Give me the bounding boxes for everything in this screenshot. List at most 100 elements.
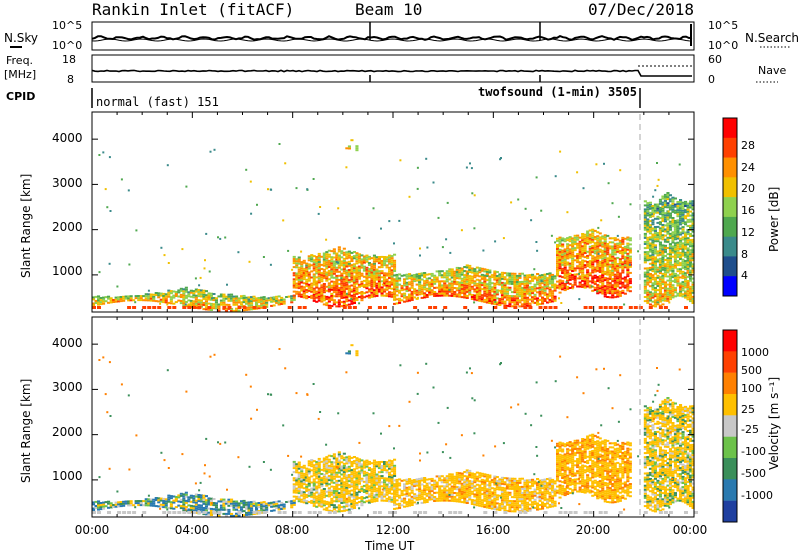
power-cell <box>671 288 675 291</box>
power-cell <box>666 289 670 292</box>
power-cell <box>375 260 379 263</box>
power-cell <box>453 295 457 298</box>
power-cell <box>390 261 394 264</box>
power-cell <box>383 256 387 258</box>
velocity-cell <box>227 500 231 503</box>
power-cell <box>593 252 597 255</box>
power-cell <box>450 288 454 291</box>
power-cell <box>327 278 331 281</box>
power-cell <box>558 238 562 241</box>
power-cell <box>656 297 660 300</box>
power-cell <box>586 232 590 235</box>
power-cell <box>413 292 417 295</box>
velocity-cell <box>297 465 301 468</box>
power-ylabel: Slant Range [km] <box>19 174 33 278</box>
power-cell <box>315 272 319 275</box>
power-cell <box>377 270 381 273</box>
velocity-cell <box>352 502 356 505</box>
power-cell <box>681 289 685 292</box>
velocity-cell <box>428 492 432 495</box>
velocity-cell <box>337 455 341 458</box>
power-cell <box>661 258 665 261</box>
power-cell <box>300 275 304 278</box>
power-cell <box>566 261 570 264</box>
power-cell <box>502 237 505 240</box>
power-cell <box>679 213 683 216</box>
power-cell <box>192 302 196 305</box>
power-cell <box>576 246 580 249</box>
power-cell <box>483 288 487 291</box>
velocity-cell <box>370 488 374 491</box>
power-cell <box>671 206 675 209</box>
power-cbar-tick-12: 12 <box>741 226 755 239</box>
power-cell <box>676 213 680 216</box>
power-cell <box>666 263 670 266</box>
power-cell <box>109 299 113 302</box>
power-cell <box>488 271 492 274</box>
velocity-cell <box>388 486 392 488</box>
power-cell <box>347 287 351 290</box>
power-cell <box>383 294 387 297</box>
power-cell <box>533 285 537 288</box>
power-cell <box>653 250 657 253</box>
velocity-cell <box>305 502 309 505</box>
velocity-cell <box>162 506 166 509</box>
power-cell <box>651 300 655 303</box>
power-cell <box>643 300 647 303</box>
power-cell <box>628 278 632 280</box>
power-cell <box>551 284 555 287</box>
power-cell <box>187 295 191 298</box>
power-cell <box>455 281 459 284</box>
power-cell <box>242 309 246 312</box>
power-cell <box>691 287 695 290</box>
velocity-cell <box>340 465 344 468</box>
power-cell <box>460 267 464 270</box>
velocity-cell <box>312 460 316 463</box>
power-cell <box>663 240 667 243</box>
velocity-cell <box>290 502 294 505</box>
power-cell <box>177 289 181 292</box>
power-cell <box>423 282 427 285</box>
velocity-cell <box>315 499 319 502</box>
power-cell <box>515 289 519 292</box>
power-cell <box>621 236 625 239</box>
power-cell <box>626 256 630 259</box>
power-cell <box>679 247 683 250</box>
power-cell <box>187 299 191 302</box>
power-cell <box>689 285 693 288</box>
power-cell <box>357 277 361 280</box>
power-cell <box>435 276 439 279</box>
power-cell <box>332 262 336 265</box>
velocity-cell <box>177 494 181 497</box>
power-cell <box>684 264 688 266</box>
power-cell <box>365 283 369 286</box>
power-cell <box>483 292 487 295</box>
velocity-cell <box>375 489 379 492</box>
power-cell <box>648 220 652 223</box>
power-cell <box>603 248 607 251</box>
power-cell <box>425 273 429 276</box>
velocity-cell <box>430 496 434 499</box>
power-cell <box>247 300 251 303</box>
power-cell <box>420 278 424 281</box>
power-cell <box>583 241 587 244</box>
power-cell <box>513 306 518 309</box>
velocity-cell <box>370 478 374 481</box>
velocity-cell <box>179 492 183 495</box>
power-cell <box>593 244 597 247</box>
power-cell <box>508 303 512 306</box>
power-cell <box>320 290 324 293</box>
power-cell <box>450 272 454 275</box>
velocity-cell <box>415 498 419 501</box>
power-cell <box>212 307 216 310</box>
velocity-cell <box>335 492 339 495</box>
velocity-cell <box>367 475 371 478</box>
velocity-cell <box>317 496 321 499</box>
velocity-cell <box>182 509 186 512</box>
velocity-cell <box>322 475 326 478</box>
power-cell <box>455 273 459 275</box>
power-cell <box>395 282 399 285</box>
power-cell <box>686 231 690 234</box>
velocity-cell <box>209 507 213 510</box>
power-cell <box>377 288 381 291</box>
